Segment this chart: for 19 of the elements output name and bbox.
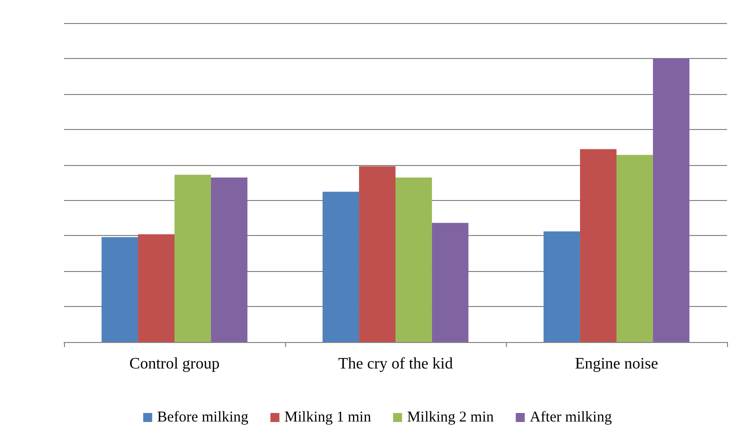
bar [616,154,653,342]
bar [174,174,211,342]
legend-label: After milking [530,410,612,426]
bar [544,231,580,342]
bar [322,192,360,342]
bar [432,222,468,342]
bar [102,237,138,342]
legend-label: Before milking [157,410,249,426]
x-tick-label: The cry of the kid [338,356,453,372]
legend-label: Milking 1 min [284,410,372,426]
bar [359,166,396,342]
bar [580,149,616,342]
legend-label: Milking 2 min [407,410,494,426]
bar [138,234,174,342]
bar [652,58,690,342]
x-tick-label: Control group [129,356,220,372]
bar [396,178,432,342]
x-tick-label: Engine noise [574,356,658,372]
bar [210,178,248,342]
